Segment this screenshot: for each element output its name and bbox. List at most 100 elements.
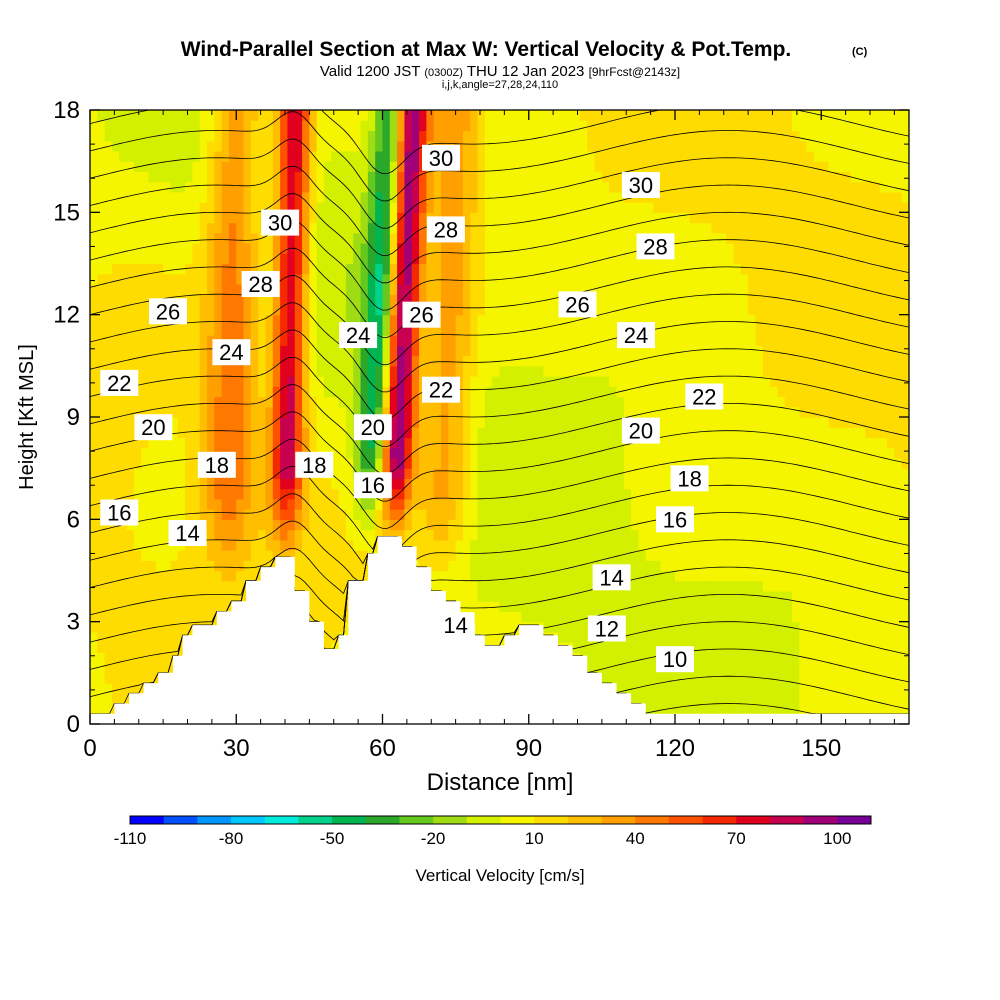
velocity-cell xyxy=(148,263,157,275)
velocity-cell xyxy=(265,171,274,183)
velocity-cell xyxy=(360,283,369,295)
velocity-cell xyxy=(228,110,237,121)
velocity-cell xyxy=(324,140,332,152)
velocity-cell xyxy=(594,457,603,469)
velocity-cell xyxy=(536,212,544,224)
velocity-cell xyxy=(111,468,120,479)
velocity-cell xyxy=(433,529,442,541)
velocity-cell xyxy=(631,140,640,152)
velocity-cell xyxy=(294,427,303,439)
velocity-cell xyxy=(492,601,501,613)
velocity-cell xyxy=(111,672,120,684)
velocity-cell xyxy=(316,386,325,398)
velocity-cell xyxy=(448,355,457,367)
velocity-cell xyxy=(353,161,362,172)
velocity-cell xyxy=(302,560,310,572)
velocity-cell xyxy=(536,335,544,346)
velocity-cell xyxy=(492,590,501,602)
velocity-cell xyxy=(294,539,303,551)
velocity-cell xyxy=(177,202,186,213)
velocity-cell xyxy=(477,488,486,500)
velocity-cell xyxy=(565,570,574,582)
velocity-cell xyxy=(309,212,318,224)
velocity-cell xyxy=(104,478,113,490)
velocity-cell xyxy=(367,222,376,234)
velocity-cell xyxy=(492,273,501,285)
velocity-cell xyxy=(397,212,406,224)
velocity-cell xyxy=(601,212,610,224)
velocity-cell xyxy=(316,590,325,602)
velocity-cell xyxy=(631,243,640,254)
velocity-cell xyxy=(360,498,369,510)
velocity-cell xyxy=(331,427,340,439)
velocity-cell xyxy=(462,406,471,418)
velocity-cell xyxy=(660,304,669,316)
velocity-cell xyxy=(477,539,486,551)
velocity-cell xyxy=(441,304,449,316)
velocity-cell xyxy=(484,427,493,439)
velocity-cell xyxy=(141,212,150,224)
velocity-cell xyxy=(367,263,376,275)
velocity-cell xyxy=(265,406,274,418)
velocity-cell xyxy=(397,222,406,234)
velocity-cell xyxy=(170,560,179,572)
velocity-cell xyxy=(126,304,135,316)
velocity-cell xyxy=(499,181,508,193)
velocity-cell xyxy=(126,110,135,121)
velocity-cell xyxy=(272,120,281,132)
velocity-cell xyxy=(660,611,669,623)
velocity-cell xyxy=(375,447,384,459)
velocity-cell xyxy=(302,509,310,520)
velocity-cell xyxy=(514,396,523,408)
velocity-cell xyxy=(506,386,515,398)
velocity-cell xyxy=(250,447,259,459)
velocity-cell xyxy=(514,365,523,377)
forecast-info: [9hrFcst@2143z] xyxy=(589,65,681,79)
velocity-cell xyxy=(126,120,135,132)
velocity-cell xyxy=(426,417,435,428)
velocity-cell xyxy=(141,386,150,398)
velocity-cell xyxy=(660,386,669,398)
velocity-cell xyxy=(236,110,245,121)
velocity-cell xyxy=(148,529,157,541)
velocity-cell xyxy=(360,161,369,172)
velocity-cell xyxy=(601,509,610,520)
velocity-cell xyxy=(426,478,435,490)
velocity-cell xyxy=(331,161,340,172)
velocity-cell xyxy=(492,324,501,336)
velocity-cell xyxy=(682,672,691,684)
velocity-cell xyxy=(499,488,508,500)
velocity-cell xyxy=(448,324,457,336)
velocity-cell xyxy=(550,191,559,203)
velocity-cell xyxy=(294,406,303,418)
velocity-cell xyxy=(441,365,449,377)
velocity-cell xyxy=(609,273,618,285)
velocity-cell xyxy=(411,427,420,439)
velocity-cell xyxy=(119,202,128,213)
velocity-cell xyxy=(492,202,501,213)
velocity-cell xyxy=(185,376,193,387)
velocity-cell xyxy=(667,191,676,203)
velocity-cell xyxy=(675,539,683,551)
velocity-cell xyxy=(389,263,398,275)
velocity-cell xyxy=(228,273,237,285)
velocity-cell xyxy=(119,631,128,643)
velocity-cell xyxy=(250,304,259,316)
velocity-cell xyxy=(141,263,150,275)
velocity-cell xyxy=(550,324,559,336)
velocity-cell xyxy=(265,345,274,357)
velocity-cell xyxy=(258,406,267,418)
velocity-cell xyxy=(177,550,186,561)
velocity-cell xyxy=(411,335,420,346)
velocity-cell xyxy=(506,355,515,367)
velocity-cell xyxy=(660,437,669,449)
velocity-cell xyxy=(360,263,369,275)
velocity-cell xyxy=(448,519,457,531)
velocity-cell xyxy=(163,386,172,398)
velocity-cell xyxy=(170,550,179,561)
velocity-cell xyxy=(572,110,581,121)
velocity-cell xyxy=(653,529,661,541)
velocity-cell xyxy=(675,621,683,633)
velocity-cell xyxy=(155,110,164,121)
velocity-cell xyxy=(199,130,208,142)
